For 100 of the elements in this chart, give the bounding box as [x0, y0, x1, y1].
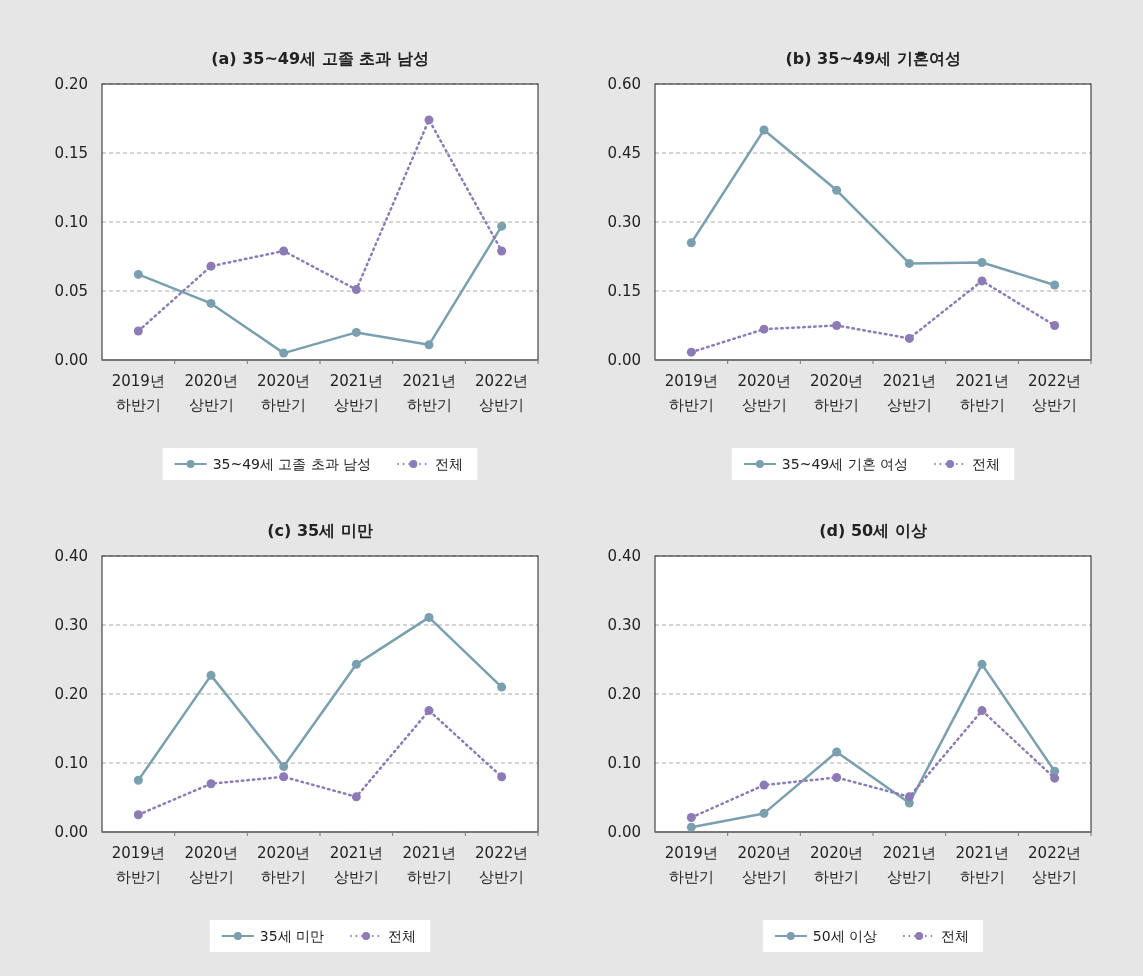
point: [206, 261, 216, 271]
y-tick-label: 0.40: [54, 547, 88, 565]
chart-title: (c) 35세 미만: [267, 521, 373, 540]
point: [686, 238, 696, 248]
point: [424, 706, 434, 716]
x-tick-label: 2020년 상반기: [737, 372, 791, 414]
point: [351, 792, 361, 802]
point: [977, 659, 987, 669]
y-tick-label: 0.15: [607, 282, 641, 300]
point: [904, 792, 914, 802]
point: [1050, 773, 1060, 783]
x-tick-label: 2021년 상반기: [882, 372, 936, 414]
point: [759, 808, 769, 818]
point: [133, 269, 143, 279]
y-tick-label: 0.00: [607, 823, 641, 841]
x-tick-label: 2019년 하반기: [111, 372, 165, 414]
legend-label: 35~49세 고졸 초과 남성: [212, 456, 372, 472]
x-tick-label: 2020년 하반기: [810, 844, 864, 886]
x-tick-label: 2022년 상반기: [1028, 844, 1082, 886]
point: [206, 670, 216, 680]
legend-label: 전체: [941, 928, 970, 944]
chart-title: (b) 35~49세 기혼여성: [785, 49, 961, 68]
point: [133, 775, 143, 785]
y-tick-label: 0.30: [607, 213, 641, 231]
x-tick-label: 2020년 상반기: [737, 844, 791, 886]
point: [351, 327, 361, 337]
y-tick-label: 0.20: [54, 685, 88, 703]
point: [133, 810, 143, 820]
x-tick-label: 2020년 하반기: [257, 372, 311, 414]
x-tick-label: 2022년 상반기: [475, 844, 529, 886]
y-tick-label: 0.10: [54, 754, 88, 772]
legend-label: 전체: [972, 456, 1001, 472]
y-tick-label: 0.10: [607, 754, 641, 772]
point: [497, 772, 507, 782]
y-tick-label: 0.45: [607, 144, 641, 162]
point: [1050, 280, 1060, 290]
legend-label: 35~49세 기혼 여성: [781, 456, 909, 472]
x-tick-label: 2021년 하반기: [402, 372, 456, 414]
point: [497, 246, 507, 256]
point: [759, 780, 769, 790]
point: [279, 246, 289, 256]
point: [832, 772, 842, 782]
x-tick-label: 2022년 상반기: [1028, 372, 1082, 414]
point: [759, 125, 769, 135]
x-tick-label: 2021년 하반기: [955, 372, 1009, 414]
point: [424, 612, 434, 622]
y-tick-label: 0.30: [607, 616, 641, 634]
point: [497, 682, 507, 692]
point: [686, 347, 696, 357]
x-tick-label: 2019년 하반기: [664, 844, 718, 886]
x-tick-label: 2020년 상반기: [184, 844, 238, 886]
x-tick-label: 2022년 상반기: [475, 372, 529, 414]
point: [832, 321, 842, 330]
y-tick-label: 0.20: [607, 685, 641, 703]
point: [977, 257, 987, 267]
x-tick-label: 2020년 하반기: [810, 372, 864, 414]
x-tick-label: 2021년 하반기: [402, 844, 456, 886]
y-tick-label: 0.15: [54, 144, 88, 162]
point: [424, 115, 434, 125]
y-tick-label: 0.00: [54, 823, 88, 841]
x-tick-label: 2020년 하반기: [257, 844, 311, 886]
point: [279, 348, 289, 358]
point: [686, 822, 696, 832]
y-tick-label: 0.60: [607, 75, 641, 93]
point: [351, 285, 361, 295]
point: [904, 258, 914, 268]
x-tick-label: 2019년 하반기: [111, 844, 165, 886]
point: [977, 276, 987, 286]
x-tick-label: 2019년 하반기: [664, 372, 718, 414]
point: [759, 324, 769, 334]
x-tick-label: 2021년 상반기: [882, 844, 936, 886]
point: [1050, 321, 1060, 330]
point: [206, 298, 216, 308]
y-tick-label: 0.30: [54, 616, 88, 634]
point: [904, 333, 914, 343]
chart-title: (d) 50세 이상: [819, 521, 927, 540]
x-tick-label: 2021년 상반기: [329, 844, 383, 886]
point: [424, 340, 434, 350]
chart-title: (a) 35~49세 고졸 초과 남성: [211, 49, 429, 68]
point: [832, 747, 842, 757]
y-tick-label: 0.20: [54, 75, 88, 93]
point: [206, 779, 216, 789]
point: [279, 761, 289, 771]
point: [279, 772, 289, 782]
point: [686, 813, 696, 823]
legend-label: 50세 이상: [812, 928, 878, 944]
point: [133, 326, 143, 336]
y-tick-label: 0.00: [607, 351, 641, 369]
point: [832, 185, 842, 195]
legend-label: 전체: [388, 928, 417, 944]
x-tick-label: 2021년 하반기: [955, 844, 1009, 886]
y-tick-label: 0.10: [54, 213, 88, 231]
x-tick-label: 2020년 상반기: [184, 372, 238, 414]
y-tick-label: 0.00: [54, 351, 88, 369]
point: [351, 659, 361, 669]
y-tick-label: 0.05: [54, 282, 88, 300]
legend-label: 전체: [435, 456, 464, 472]
point: [497, 221, 507, 231]
x-tick-label: 2021년 상반기: [329, 372, 383, 414]
legend-label: 35세 미만: [259, 928, 325, 944]
